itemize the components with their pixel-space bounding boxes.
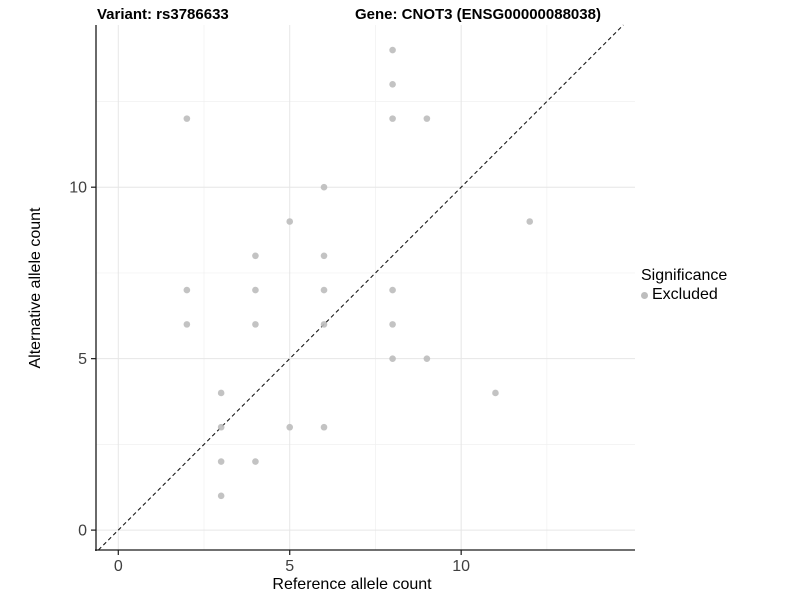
data-point — [389, 355, 396, 362]
x-axis-title: Reference allele count — [272, 576, 432, 593]
y-tick-label: 10 — [69, 180, 87, 197]
excluded-point-icon — [641, 291, 648, 299]
data-point — [320, 252, 328, 260]
x-tick-label: 0 — [114, 558, 123, 575]
data-point — [320, 183, 328, 191]
data-point — [320, 321, 328, 328]
data-point — [217, 492, 225, 500]
data-point — [389, 81, 396, 88]
data-point — [492, 389, 499, 397]
plot-title-gene: Gene: CNOT3 (ENSG00000088038) — [355, 6, 601, 23]
identity-line — [98, 24, 624, 551]
x-tick-label: 10 — [452, 558, 470, 575]
data-point — [286, 218, 294, 225]
data-point — [183, 115, 191, 122]
data-point — [389, 321, 396, 328]
data-point — [423, 115, 431, 122]
data-point — [217, 423, 225, 431]
data-point — [252, 286, 259, 294]
data-point — [252, 252, 259, 260]
y-tick-label: 0 — [78, 523, 87, 540]
legend-item-excluded: Excluded — [637, 286, 727, 304]
data-point — [252, 321, 259, 328]
x-tick-label: 5 — [285, 558, 294, 575]
data-point — [320, 423, 328, 431]
y-tick-label: 5 — [78, 351, 87, 368]
data-point — [217, 389, 225, 397]
y-axis-title: Alternative allele count — [27, 207, 44, 369]
data-point — [389, 286, 396, 294]
legend: Significance Excluded — [637, 267, 727, 304]
data-point — [183, 321, 191, 328]
legend-title: Significance — [641, 267, 728, 284]
data-point — [217, 458, 225, 465]
data-point — [423, 355, 431, 362]
data-point — [320, 286, 328, 294]
data-point — [183, 286, 191, 294]
legend-item-label: Excluded — [652, 286, 718, 303]
plot-title-variant: Variant: rs3786633 — [97, 6, 229, 23]
data-point — [252, 458, 259, 465]
data-point — [389, 115, 396, 122]
data-point — [286, 423, 294, 431]
data-point — [389, 46, 396, 54]
data-point — [526, 218, 534, 225]
